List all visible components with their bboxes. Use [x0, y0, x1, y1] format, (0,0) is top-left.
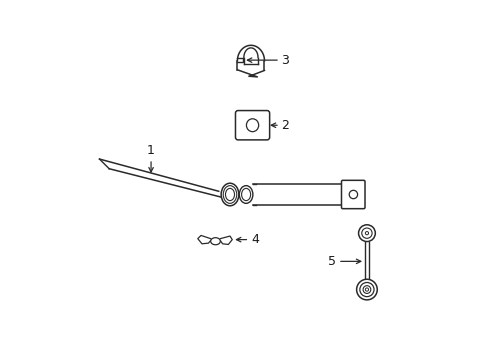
Ellipse shape: [239, 186, 252, 203]
Text: 5: 5: [327, 255, 336, 268]
Ellipse shape: [246, 119, 258, 132]
Circle shape: [361, 228, 371, 238]
Text: 4: 4: [250, 233, 258, 246]
Circle shape: [358, 225, 375, 242]
Circle shape: [365, 288, 368, 291]
Ellipse shape: [223, 186, 236, 203]
Text: 1: 1: [147, 144, 155, 157]
Circle shape: [362, 286, 370, 293]
FancyBboxPatch shape: [341, 180, 364, 209]
Ellipse shape: [225, 188, 234, 201]
Ellipse shape: [241, 188, 250, 201]
Text: 2: 2: [281, 119, 289, 132]
Text: 3: 3: [281, 54, 289, 67]
Circle shape: [348, 190, 357, 199]
Circle shape: [356, 279, 376, 300]
Circle shape: [359, 283, 373, 297]
Ellipse shape: [210, 238, 220, 245]
Circle shape: [365, 231, 368, 235]
FancyBboxPatch shape: [235, 111, 269, 140]
Ellipse shape: [221, 183, 238, 206]
